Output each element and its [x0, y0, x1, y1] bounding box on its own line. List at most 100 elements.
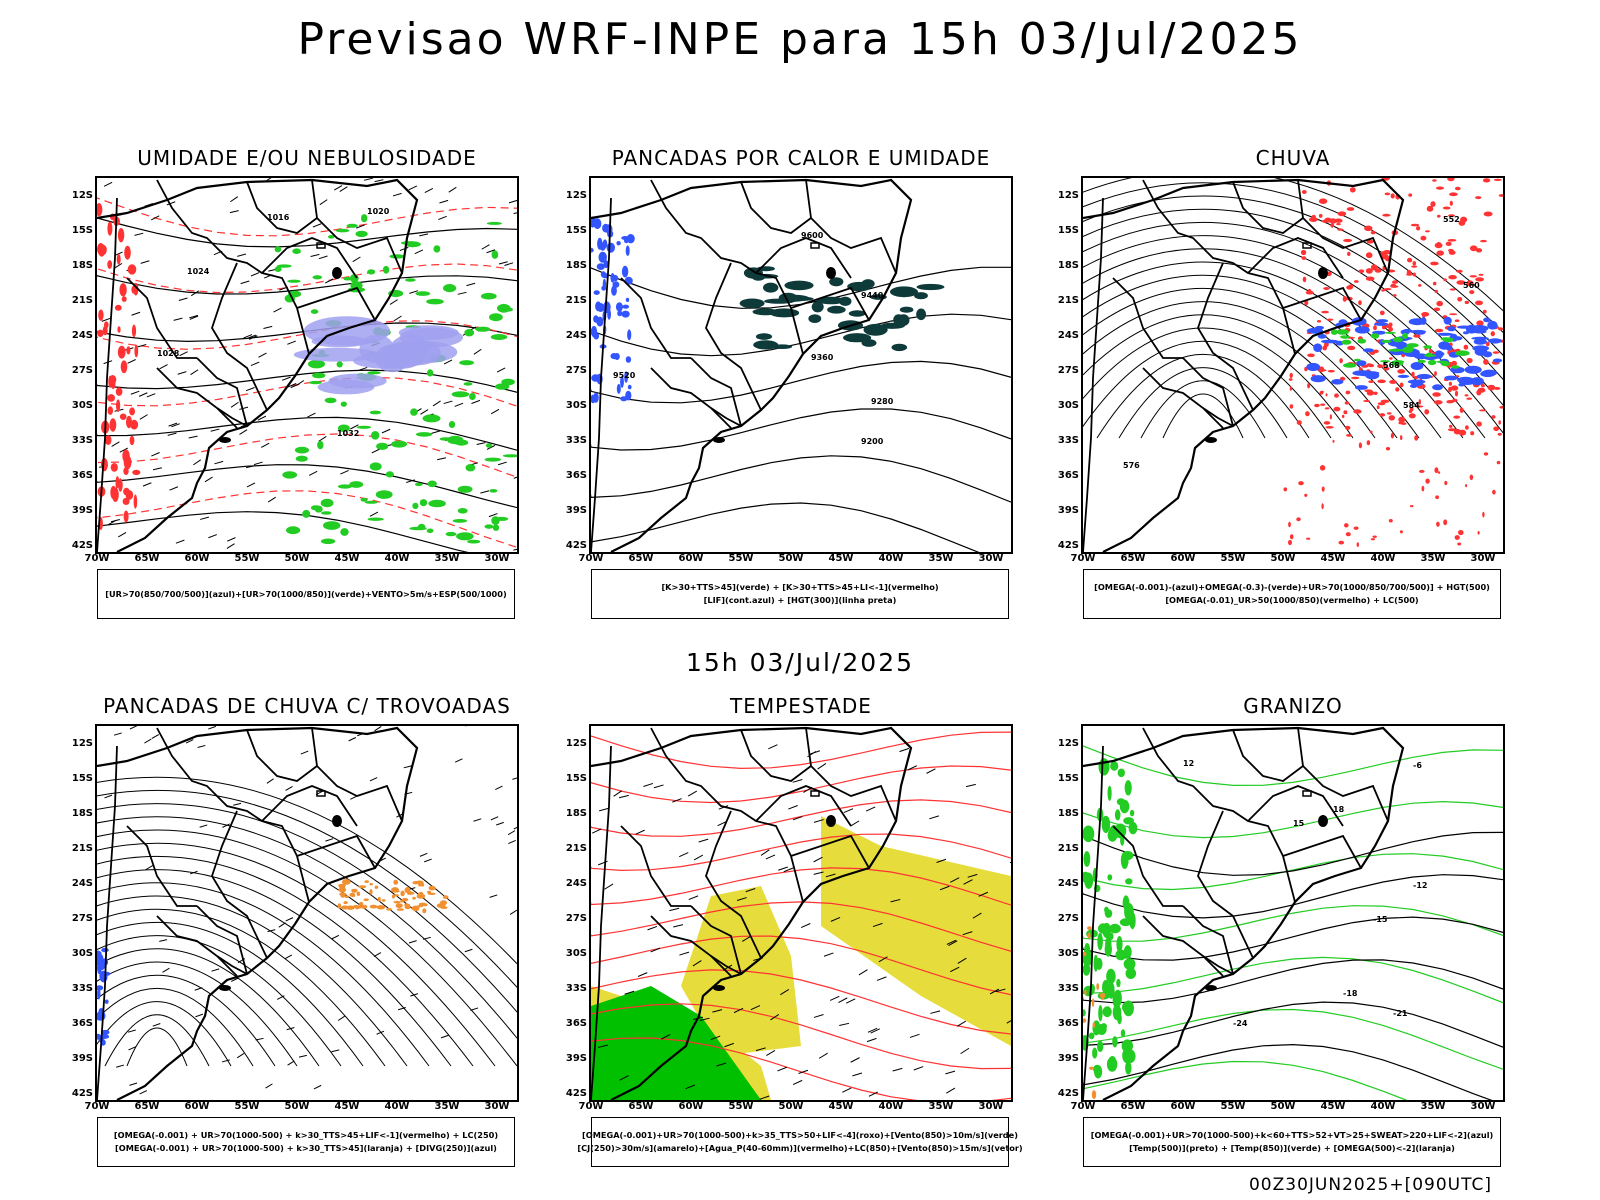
political-borders — [97, 726, 419, 1100]
lon-tick-label: 55W — [1220, 553, 1246, 564]
contour-label: 576 — [1123, 461, 1140, 470]
legend-line: [OMEGA(-0.001)+UR>70(1000-500)+k<60+TTS>… — [1090, 1130, 1494, 1140]
contour-label: -12 — [1413, 881, 1427, 890]
lon-tick-label: 55W — [728, 1101, 754, 1112]
legend-line: [LIF](cont.azul) + [HGT(300)](linha pret… — [703, 595, 897, 605]
lon-tick-label: 30W — [484, 553, 510, 564]
lon-tick-label: 70W — [578, 1101, 604, 1112]
lat-tick-label: 24S — [71, 330, 93, 341]
lat-tick-label: 21S — [71, 843, 93, 854]
lon-tick-label: 60W — [678, 553, 704, 564]
lat-tick-label: 15S — [71, 773, 93, 784]
panel-legend: [OMEGA(-0.001)-(azul)+OMEGA(-0.3)-(verde… — [1083, 569, 1501, 619]
contour-lines — [97, 217, 517, 552]
legend-line: [OMEGA(-0.001) + UR>70(1000-500) + k>30_… — [113, 1130, 499, 1140]
lat-tick-label: 12S — [71, 190, 93, 201]
panel-legend: [OMEGA(-0.001) + UR>70(1000-500) + k>30_… — [97, 1117, 515, 1167]
lat-tick-label: 18S — [71, 808, 93, 819]
lon-tick-label: 50W — [284, 553, 310, 564]
wind-vectors — [591, 744, 1011, 1100]
lat-tick-label: 12S — [71, 738, 93, 749]
lat-tick-label: 18S — [565, 260, 587, 271]
map-canvas — [97, 726, 517, 1100]
lon-tick-label: 30W — [484, 1101, 510, 1112]
lat-tick-label: 36S — [1057, 1018, 1079, 1029]
lat-tick-label: 18S — [565, 808, 587, 819]
map-canvas — [591, 726, 1011, 1100]
contour-label: 1032 — [337, 429, 359, 438]
lat-tick-label: 33S — [71, 435, 93, 446]
lat-tick-label: 21S — [565, 295, 587, 306]
lat-tick-label: 24S — [565, 878, 587, 889]
lat-tick-label: 36S — [565, 1018, 587, 1029]
lat-tick-label: 18S — [1057, 808, 1079, 819]
lon-tick-label: 40W — [384, 1101, 410, 1112]
contour-label: -18 — [1343, 989, 1358, 998]
lat-tick-label: 36S — [71, 470, 93, 481]
lat-tick-label: 27S — [565, 365, 587, 376]
lat-tick-label: 39S — [1057, 1053, 1079, 1064]
lon-tick-label: 60W — [678, 1101, 704, 1112]
contour-label: 9520 — [613, 371, 636, 380]
lat-tick-label: 33S — [565, 983, 587, 994]
lon-tick-label: 45W — [828, 553, 854, 564]
contour-lines — [1083, 745, 1503, 1100]
lat-tick-label: 42S — [565, 540, 587, 551]
lon-tick-label: 35W — [928, 553, 954, 564]
lon-tick-label: 30W — [1470, 1101, 1496, 1112]
map-canvas: 552 560 568 576 584 — [1083, 178, 1503, 552]
lat-tick-label: 24S — [71, 878, 93, 889]
lat-tick-label: 42S — [71, 540, 93, 551]
humidity-mid-levels — [293, 316, 464, 395]
panel-title: UMIDADE E/OU NEBULOSIDADE — [137, 146, 477, 170]
lon-tick-label: 45W — [1320, 553, 1346, 564]
lat-tick-label: 36S — [565, 470, 587, 481]
contour-label: 18 — [1333, 805, 1345, 814]
lat-tick-label: 30S — [565, 400, 587, 411]
lat-tick-label: 27S — [565, 913, 587, 924]
contour-lines — [97, 197, 517, 548]
run-info: 00Z30JUN2025+[090UTC] — [1248, 1175, 1492, 1195]
lat-tick-label: 30S — [1057, 400, 1079, 411]
contour-label: -21 — [1393, 1009, 1408, 1018]
lat-tick-label: 21S — [1057, 295, 1079, 306]
legend-line: [OMEGA(-0.001)-(azul)+OMEGA(-0.3)-(verde… — [1094, 582, 1490, 592]
lon-tick-label: 55W — [234, 1101, 260, 1112]
lat-tick-label: 39S — [1057, 505, 1079, 516]
lat-tick-label: 33S — [1057, 435, 1079, 446]
wind-vectors — [104, 726, 517, 1095]
contour-label: 15 — [1293, 819, 1305, 828]
lon-tick-label: 65W — [1120, 553, 1146, 564]
omega-orange-areas — [1083, 926, 1106, 1100]
panel-legend: [K>30+TTS>45](verde) + [K>30+TTS>45+LI<-… — [591, 569, 1009, 619]
contour-label: 12 — [1183, 759, 1194, 768]
heat-shower-areas — [739, 266, 945, 352]
lat-tick-label: 15S — [71, 225, 93, 236]
contour-label: 1016 — [267, 213, 290, 222]
lat-tick-label: 36S — [1057, 470, 1079, 481]
lon-tick-label: 40W — [384, 553, 410, 564]
contour-label: 1028 — [157, 349, 180, 358]
contour-label: 9280 — [871, 397, 894, 406]
lat-tick-label: 12S — [565, 190, 587, 201]
legend-line: [Temp(500)](preto) + [Temp(850)](verde) … — [1129, 1143, 1455, 1153]
contour-label: 1024 — [187, 267, 210, 276]
panel-title: PANCADAS POR CALOR E UMIDADE — [611, 146, 991, 170]
lat-tick-label: 15S — [1057, 773, 1079, 784]
lat-tick-label: 12S — [1057, 190, 1079, 201]
lif-contours — [591, 216, 635, 404]
map-frame: 1016 1020 1024 1028 1032 — [95, 176, 519, 554]
lat-tick-label: 21S — [565, 843, 587, 854]
lat-tick-label: 36S — [71, 1018, 93, 1029]
lat-tick-label: 15S — [565, 773, 587, 784]
lat-tick-label: 27S — [1057, 365, 1079, 376]
lon-tick-label: 35W — [434, 1101, 460, 1112]
lon-tick-label: 55W — [1220, 1101, 1246, 1112]
map-canvas: 9600 9520 9440 9360 9280 9200 — [591, 178, 1011, 552]
contour-label: 9360 — [811, 353, 834, 362]
valid-time-title: 15h 03/Jul/2025 — [685, 648, 915, 677]
lat-tick-label: 42S — [565, 1088, 587, 1099]
rain-green-areas — [1330, 329, 1470, 369]
lat-tick-label: 27S — [71, 365, 93, 376]
humidity-low-levels — [274, 214, 517, 545]
